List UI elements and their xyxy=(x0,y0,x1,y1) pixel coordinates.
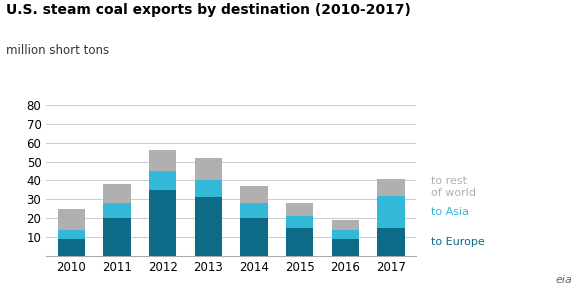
Text: million short tons: million short tons xyxy=(6,44,109,57)
Bar xyxy=(377,178,405,196)
Bar xyxy=(149,190,176,256)
Text: to Asia: to Asia xyxy=(431,207,469,217)
Bar xyxy=(286,203,313,217)
Bar xyxy=(332,220,359,230)
Bar xyxy=(58,230,85,239)
Text: U.S. steam coal exports by destination (2010-2017): U.S. steam coal exports by destination (… xyxy=(6,3,410,17)
Bar xyxy=(195,158,222,180)
Bar xyxy=(103,184,131,203)
Bar xyxy=(103,203,131,218)
Bar xyxy=(58,239,85,256)
Text: to rest
of world: to rest of world xyxy=(431,176,476,198)
Bar xyxy=(377,196,405,228)
Bar xyxy=(195,197,222,256)
Bar xyxy=(377,228,405,256)
Bar xyxy=(58,209,85,230)
Bar xyxy=(149,150,176,171)
Text: eia: eia xyxy=(555,275,572,285)
Bar xyxy=(286,228,313,256)
Bar xyxy=(195,180,222,197)
Bar xyxy=(240,218,268,256)
Bar xyxy=(149,171,176,190)
Bar xyxy=(332,230,359,239)
Bar xyxy=(332,239,359,256)
Bar xyxy=(240,186,268,203)
Bar xyxy=(286,217,313,228)
Bar xyxy=(240,203,268,218)
Text: to Europe: to Europe xyxy=(431,237,484,247)
Bar xyxy=(103,218,131,256)
